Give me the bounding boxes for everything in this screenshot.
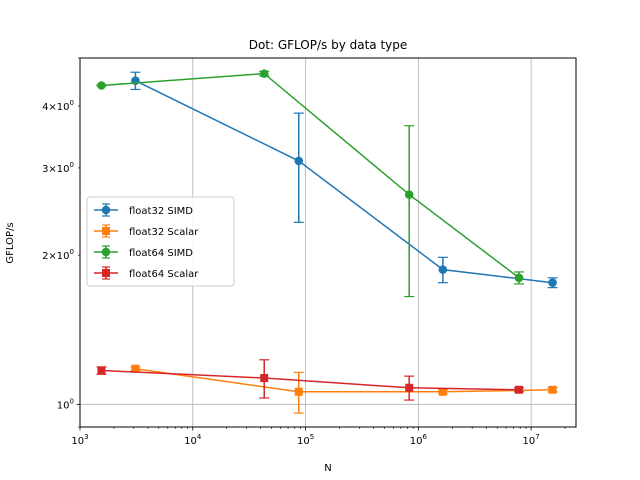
legend-marker: [102, 227, 110, 235]
data-point: [259, 69, 269, 78]
y-tick-label: 3×100: [42, 161, 74, 175]
data-point: [97, 81, 106, 90]
data-point: [131, 364, 140, 373]
series-layer: [96, 69, 558, 414]
legend-item: float32 Scalar: [94, 224, 199, 238]
legend-marker: [102, 269, 110, 277]
data-point: [438, 265, 448, 274]
y-axis-label: GFLOP/s: [5, 222, 16, 263]
y-tick-label: 100: [57, 397, 74, 411]
data-point: [548, 278, 557, 287]
y-tick-label: 4×100: [42, 99, 74, 113]
x-axis-label: N: [324, 463, 331, 474]
series-line: [135, 80, 553, 284]
data-point: [97, 366, 106, 375]
x-tick-label: 107: [523, 433, 540, 447]
x-tick-label: 106: [410, 433, 428, 447]
data-point: [294, 156, 304, 166]
data-point: [438, 387, 447, 396]
legend-label: float32 Scalar: [129, 227, 199, 238]
legend: float32 SIMD float32 Scalar float64 SIMD fl…: [86, 196, 235, 287]
x-axis: 103 104 105 106 107: [71, 427, 566, 447]
x-tick-label: 104: [184, 433, 202, 447]
y-axis: 100 2×100 3×100 4×100: [42, 57, 80, 428]
legend-box: [86, 196, 235, 287]
data-point: [548, 385, 557, 394]
chart-title: Dot: GFLOP/s by data type: [249, 38, 408, 52]
legend-item: float64 Scalar: [94, 266, 199, 280]
series-line: [101, 369, 520, 391]
legend-label: float32 SIMD: [129, 206, 193, 217]
legend-item: float64 SIMD: [94, 245, 193, 259]
legend-item: float32 SIMD: [94, 203, 193, 217]
data-point: [294, 387, 303, 396]
series-line: [135, 367, 553, 393]
data-point: [514, 273, 524, 283]
series-float64-simd: [96, 69, 524, 298]
series-float32-scalar: [130, 364, 558, 414]
data-point: [514, 385, 523, 394]
legend-marker: [101, 205, 111, 215]
legend-marker: [101, 247, 111, 257]
plot-frame: [79, 57, 577, 428]
series-float64-scalar: [96, 359, 524, 401]
data-point: [260, 374, 269, 383]
legend-label: float64 Scalar: [129, 269, 199, 280]
legend-label: float64 SIMD: [129, 248, 193, 259]
data-point: [404, 190, 414, 199]
data-point: [405, 383, 414, 392]
x-tick-label: 103: [71, 433, 88, 447]
series-line: [101, 72, 520, 279]
y-tick-label: 2×100: [42, 248, 74, 262]
grid: [80, 58, 576, 427]
x-tick-label: 105: [297, 433, 314, 447]
